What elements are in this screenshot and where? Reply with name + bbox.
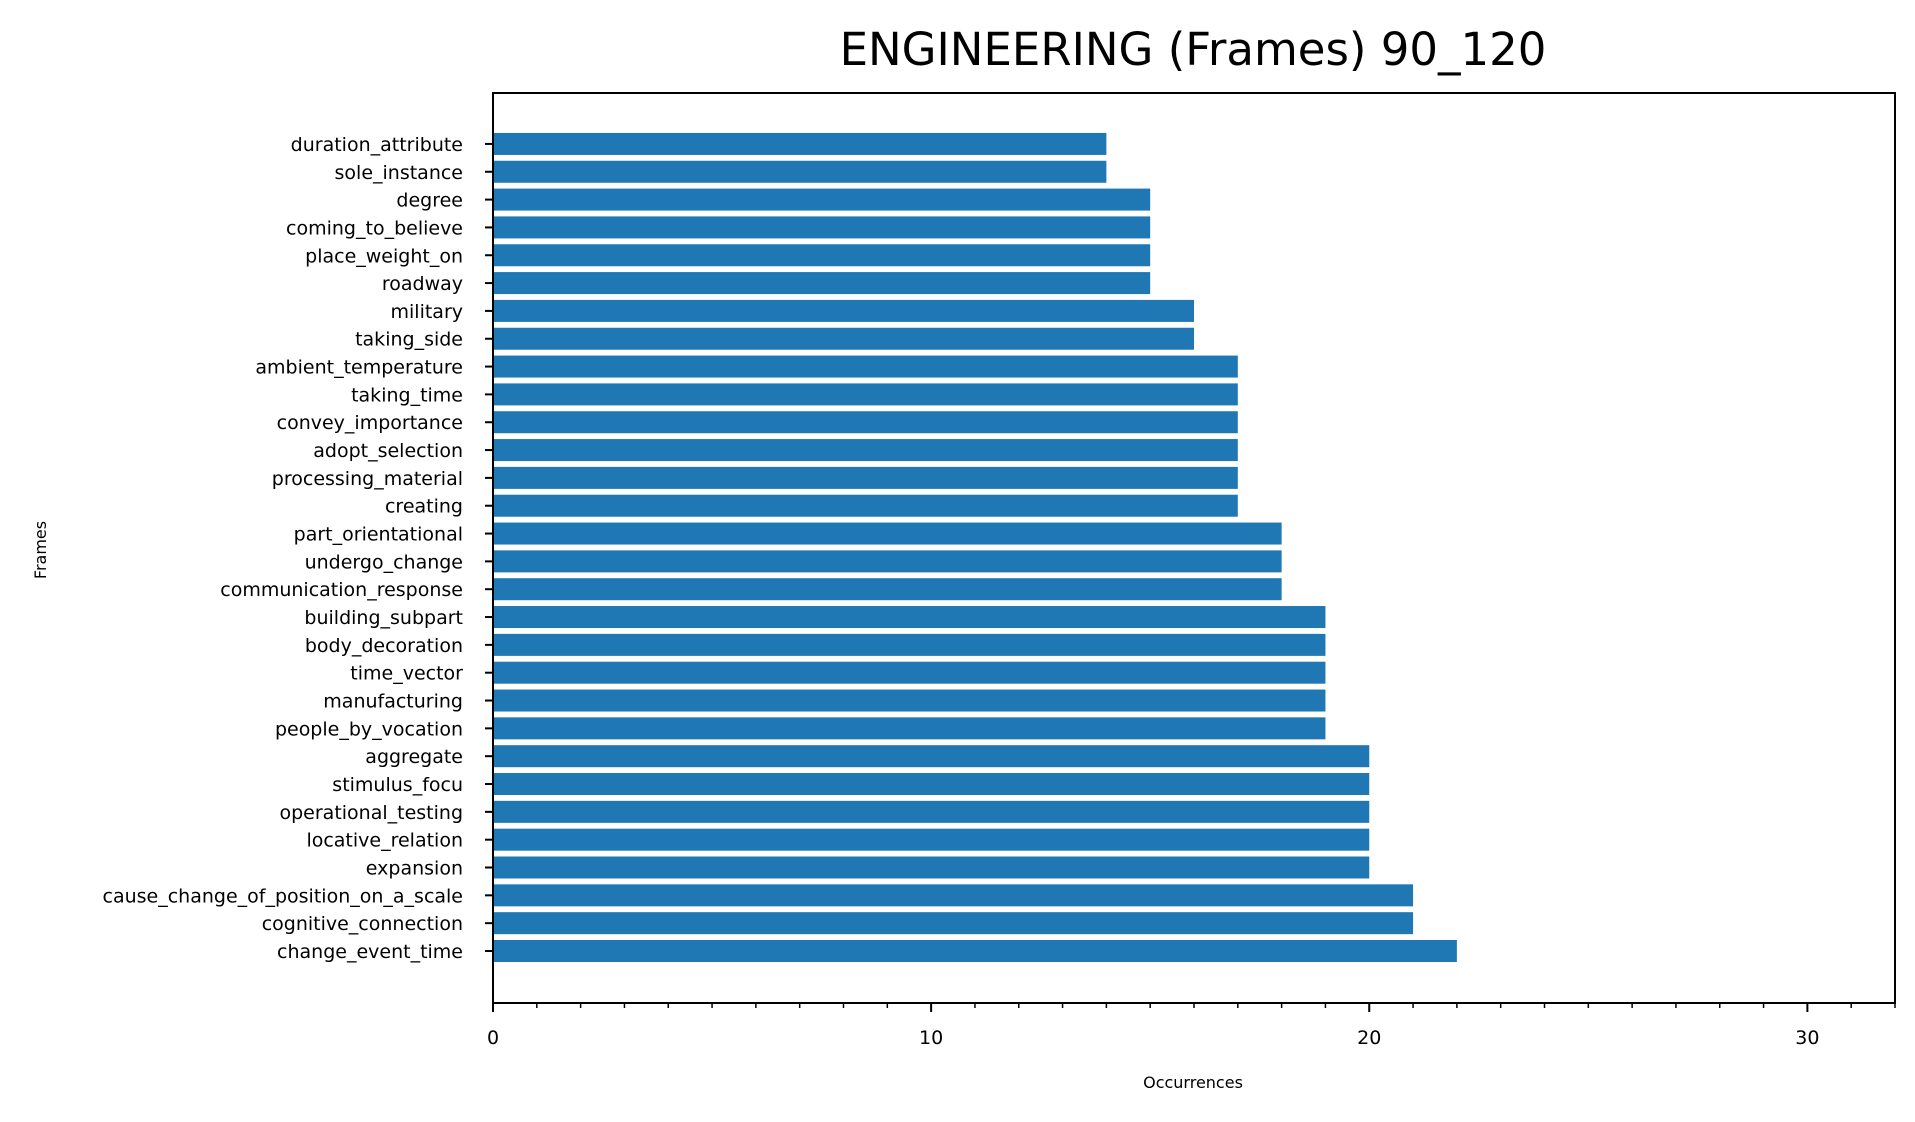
bars-layer (493, 132, 1457, 962)
y-tick-label: time_vector (350, 663, 463, 685)
bar-undergo_change (493, 550, 1282, 573)
bar-aggregate (493, 745, 1370, 768)
bar-cause_change_of_position_on_a_scale (493, 884, 1414, 907)
y-axis-label: Frames (31, 521, 50, 579)
y-tick-label: ambient_temperature (255, 357, 463, 379)
bar-time_vector (493, 661, 1326, 684)
bar-duration_attribute (493, 132, 1107, 155)
bar-creating (493, 494, 1238, 517)
y-tick-label: manufacturing (323, 691, 463, 713)
y-tick-label: sole_instance (335, 162, 463, 184)
y-tick-label: convey_importance (277, 412, 463, 434)
bar-body_decoration (493, 633, 1326, 656)
bar-ambient_temperature (493, 355, 1238, 378)
y-tick-label: building_subpart (304, 607, 463, 629)
bar-taking_side (493, 327, 1194, 350)
y-tick-label: change_event_time (277, 941, 463, 963)
x-tick-label: 20 (1357, 1027, 1381, 1049)
y-tick-label: communication_response (220, 579, 463, 601)
y-tick-label: military (391, 301, 464, 323)
y-tick-label: locative_relation (306, 830, 463, 852)
y-tick-label: operational_testing (279, 802, 463, 824)
y-tick-label: stimulus_focu (332, 774, 463, 796)
y-tick-label: body_decoration (305, 635, 463, 657)
bar-part_orientational (493, 522, 1282, 545)
y-tick-label: processing_material (272, 468, 463, 490)
bar-adopt_selection (493, 439, 1238, 462)
x-tick-label: 0 (487, 1027, 499, 1049)
x-axis-ticks: 0 10 20 30 (487, 1003, 1896, 1049)
y-tick-label: degree (396, 190, 463, 212)
y-tick-label: taking_side (355, 329, 463, 351)
x-axis-label: Occurrences (1143, 1073, 1243, 1092)
bar-cognitive_connection (493, 912, 1414, 935)
bar-sole_instance (493, 160, 1107, 183)
bar-locative_relation (493, 828, 1370, 851)
y-tick-label: aggregate (365, 746, 463, 768)
bar-coming_to_believe (493, 216, 1151, 239)
bar-people_by_vocation (493, 717, 1326, 740)
bar-military (493, 299, 1194, 322)
bar-convey_importance (493, 411, 1238, 434)
bar-stimulus_focu (493, 773, 1370, 796)
y-tick-label: cognitive_connection (262, 913, 463, 935)
y-tick-label: place_weight_on (305, 245, 463, 267)
bar-communication_response (493, 578, 1282, 601)
bar-roadway (493, 272, 1151, 295)
y-tick-label: undergo_change (305, 551, 463, 573)
bar-place_weight_on (493, 244, 1151, 267)
bar-operational_testing (493, 800, 1370, 823)
bar-building_subpart (493, 606, 1326, 629)
y-tick-label: expansion (366, 858, 463, 880)
y-tick-label: coming_to_believe (286, 217, 463, 239)
x-tick-label: 10 (919, 1027, 943, 1049)
chart-title: ENGINEERING (Frames) 90_120 (840, 23, 1547, 76)
y-tick-label: creating (385, 496, 463, 518)
y-tick-label: taking_time (351, 384, 463, 406)
bar-taking_time (493, 383, 1238, 406)
bar-degree (493, 188, 1151, 211)
y-tick-label: adopt_selection (313, 440, 463, 462)
x-tick-label: 30 (1795, 1027, 1819, 1049)
bar-manufacturing (493, 689, 1326, 712)
y-tick-label: cause_change_of_position_on_a_scale (103, 885, 463, 907)
y-tick-label: roadway (382, 273, 463, 295)
bar-processing_material (493, 466, 1238, 489)
bar-expansion (493, 856, 1370, 879)
plot-frame (492, 92, 1896, 1004)
y-tick-label: part_orientational (294, 524, 463, 546)
y-tick-label: duration_attribute (291, 134, 463, 156)
y-axis-ticks: change_event_time cognitive_connection cau… (103, 134, 493, 963)
bar-change_event_time (493, 940, 1457, 962)
y-tick-label: people_by_vocation (275, 718, 463, 740)
